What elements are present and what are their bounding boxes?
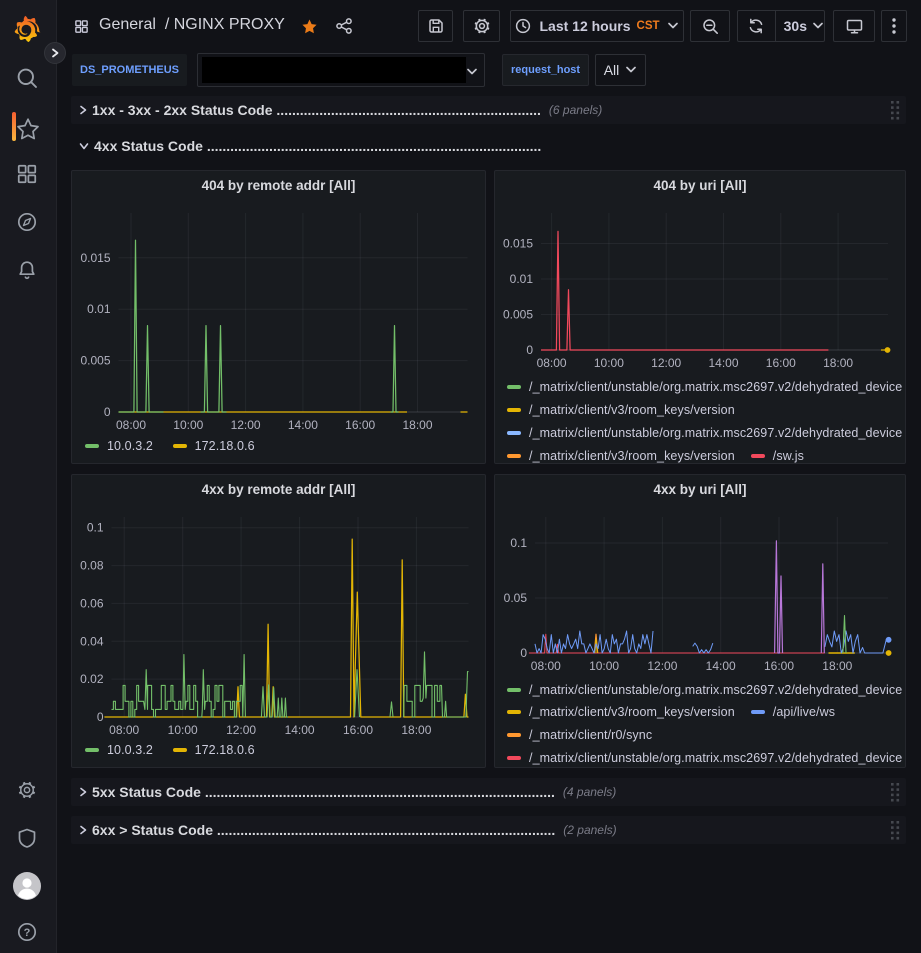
svg-text:0.005: 0.005 [503, 308, 533, 322]
svg-text:14:00: 14:00 [288, 418, 318, 432]
svg-text:?: ? [24, 927, 31, 939]
svg-text:18:00: 18:00 [402, 418, 432, 432]
svg-text:12:00: 12:00 [647, 659, 677, 673]
svg-text:12:00: 12:00 [231, 418, 261, 432]
svg-text:0.05: 0.05 [504, 591, 528, 605]
svg-text:16:00: 16:00 [766, 356, 796, 370]
svg-text:14:00: 14:00 [285, 723, 315, 737]
svg-text:0: 0 [97, 710, 104, 724]
svg-text:16:00: 16:00 [343, 723, 373, 737]
svg-text:0.015: 0.015 [503, 237, 533, 251]
svg-text:12:00: 12:00 [651, 356, 681, 370]
svg-text:18:00: 18:00 [822, 659, 852, 673]
svg-text:14:00: 14:00 [708, 356, 738, 370]
svg-text:0.005: 0.005 [80, 354, 110, 368]
svg-text:10:00: 10:00 [168, 723, 198, 737]
svg-text:0.02: 0.02 [80, 672, 104, 686]
svg-text:0: 0 [526, 343, 533, 357]
svg-text:0: 0 [104, 405, 111, 419]
svg-text:0.01: 0.01 [510, 272, 534, 286]
svg-text:0.1: 0.1 [87, 521, 104, 535]
svg-text:16:00: 16:00 [764, 659, 794, 673]
svg-text:10:00: 10:00 [173, 418, 203, 432]
svg-text:0: 0 [520, 646, 527, 660]
svg-text:14:00: 14:00 [706, 659, 736, 673]
svg-text:18:00: 18:00 [401, 723, 431, 737]
svg-text:08:00: 08:00 [109, 723, 139, 737]
svg-text:08:00: 08:00 [537, 356, 567, 370]
svg-text:10:00: 10:00 [594, 356, 624, 370]
svg-text:0.04: 0.04 [80, 634, 104, 648]
svg-text:0.08: 0.08 [80, 559, 104, 573]
svg-text:0.015: 0.015 [80, 251, 110, 265]
svg-text:08:00: 08:00 [531, 659, 561, 673]
svg-text:0.01: 0.01 [87, 302, 111, 316]
svg-text:0.1: 0.1 [510, 536, 527, 550]
svg-text:10:00: 10:00 [589, 659, 619, 673]
svg-text:08:00: 08:00 [116, 418, 146, 432]
svg-text:0.06: 0.06 [80, 596, 104, 610]
svg-text:16:00: 16:00 [345, 418, 375, 432]
svg-text:12:00: 12:00 [226, 723, 256, 737]
svg-text:18:00: 18:00 [823, 356, 853, 370]
